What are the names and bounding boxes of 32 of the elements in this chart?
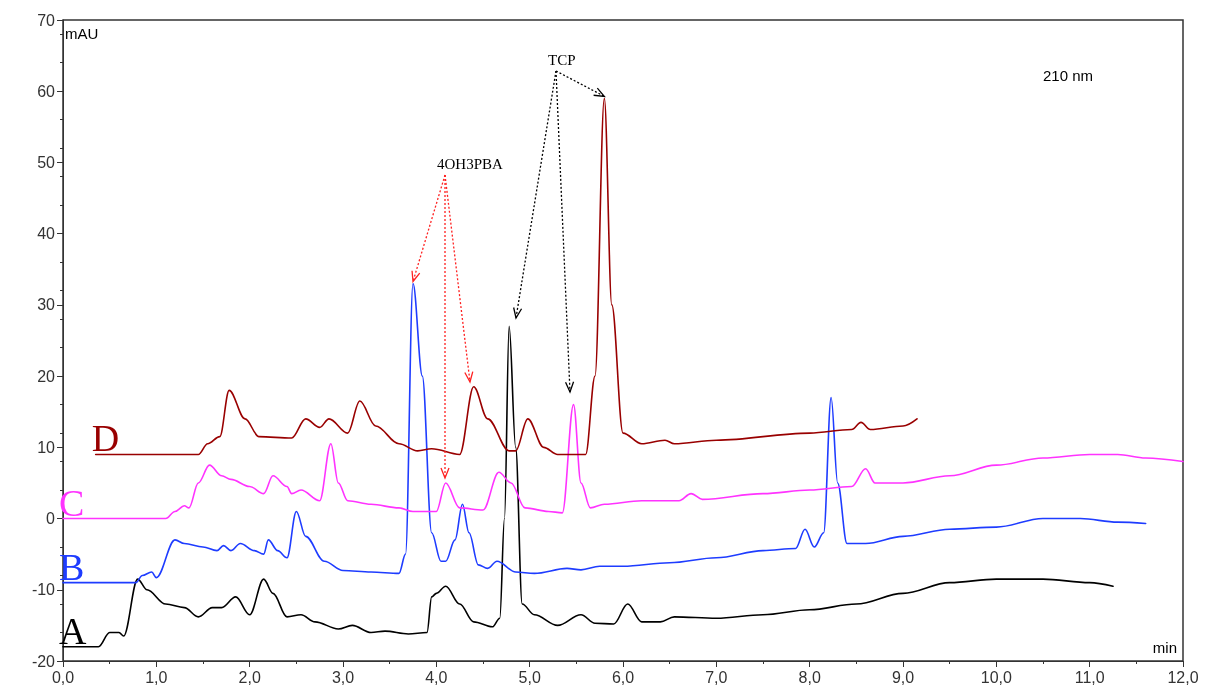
x-tick-label: 10,0 xyxy=(980,668,1013,686)
y-tick-label: 50 xyxy=(37,153,56,171)
y-tick-label: 40 xyxy=(37,225,56,243)
x-tick-label: 5,0 xyxy=(518,668,541,686)
y-tick-label: 0 xyxy=(46,510,56,528)
y-tick-label: 30 xyxy=(37,296,56,314)
y-tick-label: 20 xyxy=(37,367,56,385)
x-tick-label: 11,0 xyxy=(1074,668,1105,686)
x-tick-label: 8,0 xyxy=(798,668,821,686)
x-tick-label: 0,0 xyxy=(51,668,75,686)
annotation: TCP xyxy=(548,51,576,68)
annotation: 4OH3PBA xyxy=(437,155,504,172)
x-tick-label: 12,0 xyxy=(1167,668,1199,686)
y-tick-label: 10 xyxy=(37,438,56,456)
line-series xyxy=(62,282,1147,584)
x-axis-title: min xyxy=(1152,639,1177,656)
x-tick-label: 3,0 xyxy=(331,668,355,686)
line-series xyxy=(62,403,1184,520)
y-tick-label: -20 xyxy=(31,652,56,670)
x-tick-label: 7,0 xyxy=(705,668,728,686)
series-label: D xyxy=(91,417,120,460)
x-tick-label: 4,0 xyxy=(425,668,448,686)
y-axis-title: mAU xyxy=(65,25,99,42)
y-tick-label: -10 xyxy=(31,581,56,599)
x-tick-label: 2,0 xyxy=(238,668,261,686)
x-tick-label: 6,0 xyxy=(611,668,635,686)
y-tick-label: 70 xyxy=(37,11,56,29)
x-tick-label: 9,0 xyxy=(891,668,915,686)
annotation: 210 nm xyxy=(1043,67,1094,84)
x-tick-label: 1,0 xyxy=(145,668,168,686)
y-tick-label: 60 xyxy=(37,82,56,100)
line-series xyxy=(94,97,918,456)
